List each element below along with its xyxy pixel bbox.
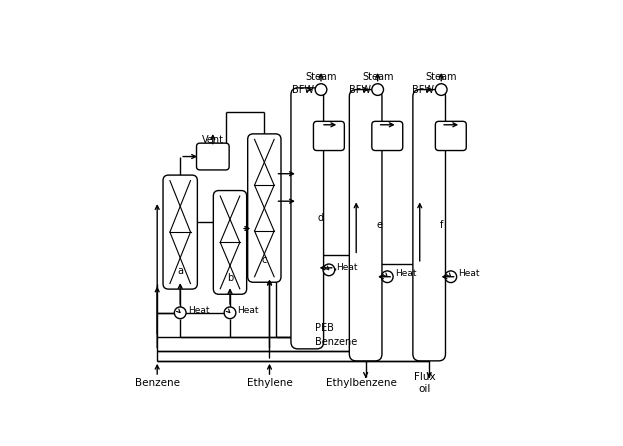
FancyBboxPatch shape xyxy=(350,90,382,361)
FancyBboxPatch shape xyxy=(213,190,247,294)
Circle shape xyxy=(381,271,393,283)
FancyBboxPatch shape xyxy=(248,134,281,282)
Text: Benzene: Benzene xyxy=(315,337,357,347)
Circle shape xyxy=(174,307,186,318)
Circle shape xyxy=(372,84,384,95)
FancyBboxPatch shape xyxy=(372,121,402,151)
Text: b: b xyxy=(227,273,233,283)
Text: BFW: BFW xyxy=(412,85,434,95)
Text: BFW: BFW xyxy=(292,85,314,95)
Circle shape xyxy=(315,84,327,95)
Text: Heat: Heat xyxy=(237,306,259,314)
FancyBboxPatch shape xyxy=(435,121,466,151)
Text: Steam: Steam xyxy=(305,72,337,82)
Text: Heat: Heat xyxy=(459,269,480,278)
Circle shape xyxy=(445,271,457,283)
Text: Steam: Steam xyxy=(426,72,457,82)
Text: c: c xyxy=(262,255,267,265)
FancyBboxPatch shape xyxy=(291,88,323,349)
Text: Vent: Vent xyxy=(202,135,224,145)
Text: Benzene: Benzene xyxy=(135,378,179,388)
Text: Ethylene: Ethylene xyxy=(247,378,292,388)
Text: e: e xyxy=(376,220,382,230)
FancyBboxPatch shape xyxy=(196,143,229,170)
Text: a: a xyxy=(177,266,183,276)
Circle shape xyxy=(323,264,335,276)
FancyBboxPatch shape xyxy=(313,121,345,151)
Text: Ethylbenzene: Ethylbenzene xyxy=(326,378,397,388)
Circle shape xyxy=(224,307,236,318)
Text: d: d xyxy=(318,213,324,223)
Text: Flux
oil: Flux oil xyxy=(414,372,435,394)
Text: Heat: Heat xyxy=(336,263,358,272)
Text: f: f xyxy=(440,220,443,230)
FancyBboxPatch shape xyxy=(163,175,197,289)
Circle shape xyxy=(435,84,447,95)
Text: Heat: Heat xyxy=(188,306,209,314)
Text: Heat: Heat xyxy=(395,269,416,278)
FancyBboxPatch shape xyxy=(413,90,445,361)
Text: BFW: BFW xyxy=(349,85,371,95)
Text: Steam: Steam xyxy=(362,72,393,82)
Text: PEB: PEB xyxy=(315,323,334,334)
